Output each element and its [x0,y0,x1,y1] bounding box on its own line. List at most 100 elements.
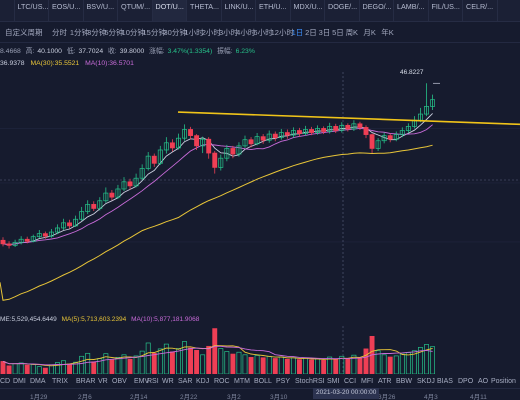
candle-body [321,128,327,132]
timeframe-button[interactable]: 2日 [305,28,317,37]
timeframe-button[interactable]: 4小时 [236,28,256,37]
symbol-tab[interactable]: MDX/U... [291,0,325,21]
volume-ma5-line [2,345,433,367]
indicator-button[interactable]: SMI [327,378,340,385]
indicator-button[interactable]: KDJ [196,378,210,385]
indicator-button[interactable]: MFI [361,378,374,385]
candle-body [212,152,218,168]
symbol-tab-label: LAMB/... [397,2,425,11]
candle-body [357,123,363,128]
symbol-tab[interactable]: LTC/US... [15,0,49,21]
timeframe-button[interactable]: 5分钟 [104,28,124,37]
volume-bar [254,355,260,374]
custom-period-button[interactable]: 自定义周期 [5,28,43,37]
timeframe-button[interactable]: 周K [345,28,359,37]
volume-bar [218,348,224,374]
indicator-button[interactable]: ATR [378,378,392,385]
indicator-button[interactable]: DMA [30,378,46,385]
close-label: 收: [108,48,117,55]
indicator-button[interactable]: SAR [178,378,193,385]
indicator-button[interactable]: AO [478,378,489,385]
candle-body [79,211,85,220]
volume-bar [115,357,121,374]
volume-bar [430,346,436,374]
symbol-tab[interactable]: FIL/US... [429,0,463,21]
indicator-button[interactable]: OBV [112,378,127,385]
candle-body [430,99,436,107]
candle-body [188,129,193,136]
volume-bar [345,358,351,374]
volume-bar [418,347,423,374]
symbol-tab[interactable]: THETA... [187,0,222,21]
volume-bar [260,357,266,374]
indicator-button[interactable]: DMI [13,378,26,385]
timeframe-button[interactable]: 3小时 [218,28,239,37]
symbol-tab[interactable]: DEGO/... [360,0,394,21]
volume-bar [266,355,272,374]
symbol-tab[interactable]: ETH/U... [256,0,291,21]
timeframe-button[interactable]: 月K [363,28,376,37]
timeframe-button[interactable]: 30分钟 [163,28,187,37]
symbol-tab[interactable]: BSV/U... [84,0,118,21]
indicator-button[interactable]: PSY [276,378,291,385]
indicator-button[interactable]: MTM [234,378,250,385]
volume-bar [176,348,181,374]
volume-bar [145,342,151,374]
amplitude-value: 6.23% [235,48,255,55]
timeframe-button[interactable]: 6小时 [253,28,273,37]
timeframe-button[interactable]: 分时 [52,28,67,37]
candle-body [242,139,248,147]
timeframe-button[interactable]: 1日 [291,28,304,37]
indicator-button[interactable]: BIAS [437,378,453,385]
candle-body [309,129,315,133]
candle-body [48,231,54,237]
timeframe-button[interactable]: 5日 [332,28,344,37]
symbol-tab[interactable]: CELR/... [463,0,498,21]
timeframe-button[interactable]: 3日 [318,28,331,37]
timeframe-button[interactable]: 1分钟 [69,28,90,37]
volume-bar [200,354,206,374]
candle-body [67,222,72,227]
symbol-tab[interactable]: LAMB/... [394,0,429,21]
symbol-tab[interactable]: LINK/U... [222,0,256,21]
candle-body [206,138,212,154]
indicator-button[interactable]: BRAR [76,378,96,385]
candle-body [36,233,42,238]
symbol-tab[interactable]: DOT/U... [152,0,187,21]
volume-ma5: MA(5):5,713,603.2394 [61,316,127,323]
indicator-button[interactable]: VR [98,378,108,385]
indicator-button[interactable]: BOLL [254,378,272,385]
indicator-button[interactable]: SKDJ [417,378,435,385]
timeframe-button[interactable]: 3分钟 [87,28,107,37]
candle-body [218,157,224,168]
timeframe-button[interactable]: 2小时 [201,28,221,37]
symbol-tab[interactable] [0,0,15,21]
timeframe-button[interactable]: 年K [381,28,394,37]
timeframe-button[interactable]: 10分钟 [121,28,145,37]
indicator-button[interactable]: Position [491,378,516,385]
volume-bar [405,352,411,374]
indicator-button[interactable]: BBW [396,378,412,385]
volume-bar [284,358,290,374]
indicator-button[interactable]: TRIX [52,378,68,385]
timeframe-button[interactable]: 12小时 [270,28,294,37]
volume-bar [163,343,169,374]
symbol-tab[interactable]: DOGE/... [325,0,360,21]
indicator-button[interactable]: CCI [344,378,357,385]
timeframe-button[interactable]: 15分钟 [142,28,166,37]
indicator-button[interactable]: StochRSI [295,378,325,385]
trend-line [177,111,520,126]
symbol-tab[interactable]: QTUM/... [118,0,153,21]
indicator-button[interactable]: ROC [214,378,230,385]
date-tick: 3月26 [378,394,396,400]
candle-body [0,239,6,245]
indicator-button[interactable]: EMV [134,378,150,385]
symbol-tab[interactable]: EOS/U... [49,0,84,21]
indicator-button[interactable]: WR [162,378,174,385]
candlestick-chart[interactable] [0,72,520,308]
symbol-tab-label: FIL/US... [431,2,460,11]
indicator-button[interactable]: RSI [147,378,159,385]
indicator-button[interactable]: DPO [458,378,474,385]
timeframe-button[interactable]: 1小时 [184,28,204,37]
indicator-button[interactable]: CD [0,378,11,385]
